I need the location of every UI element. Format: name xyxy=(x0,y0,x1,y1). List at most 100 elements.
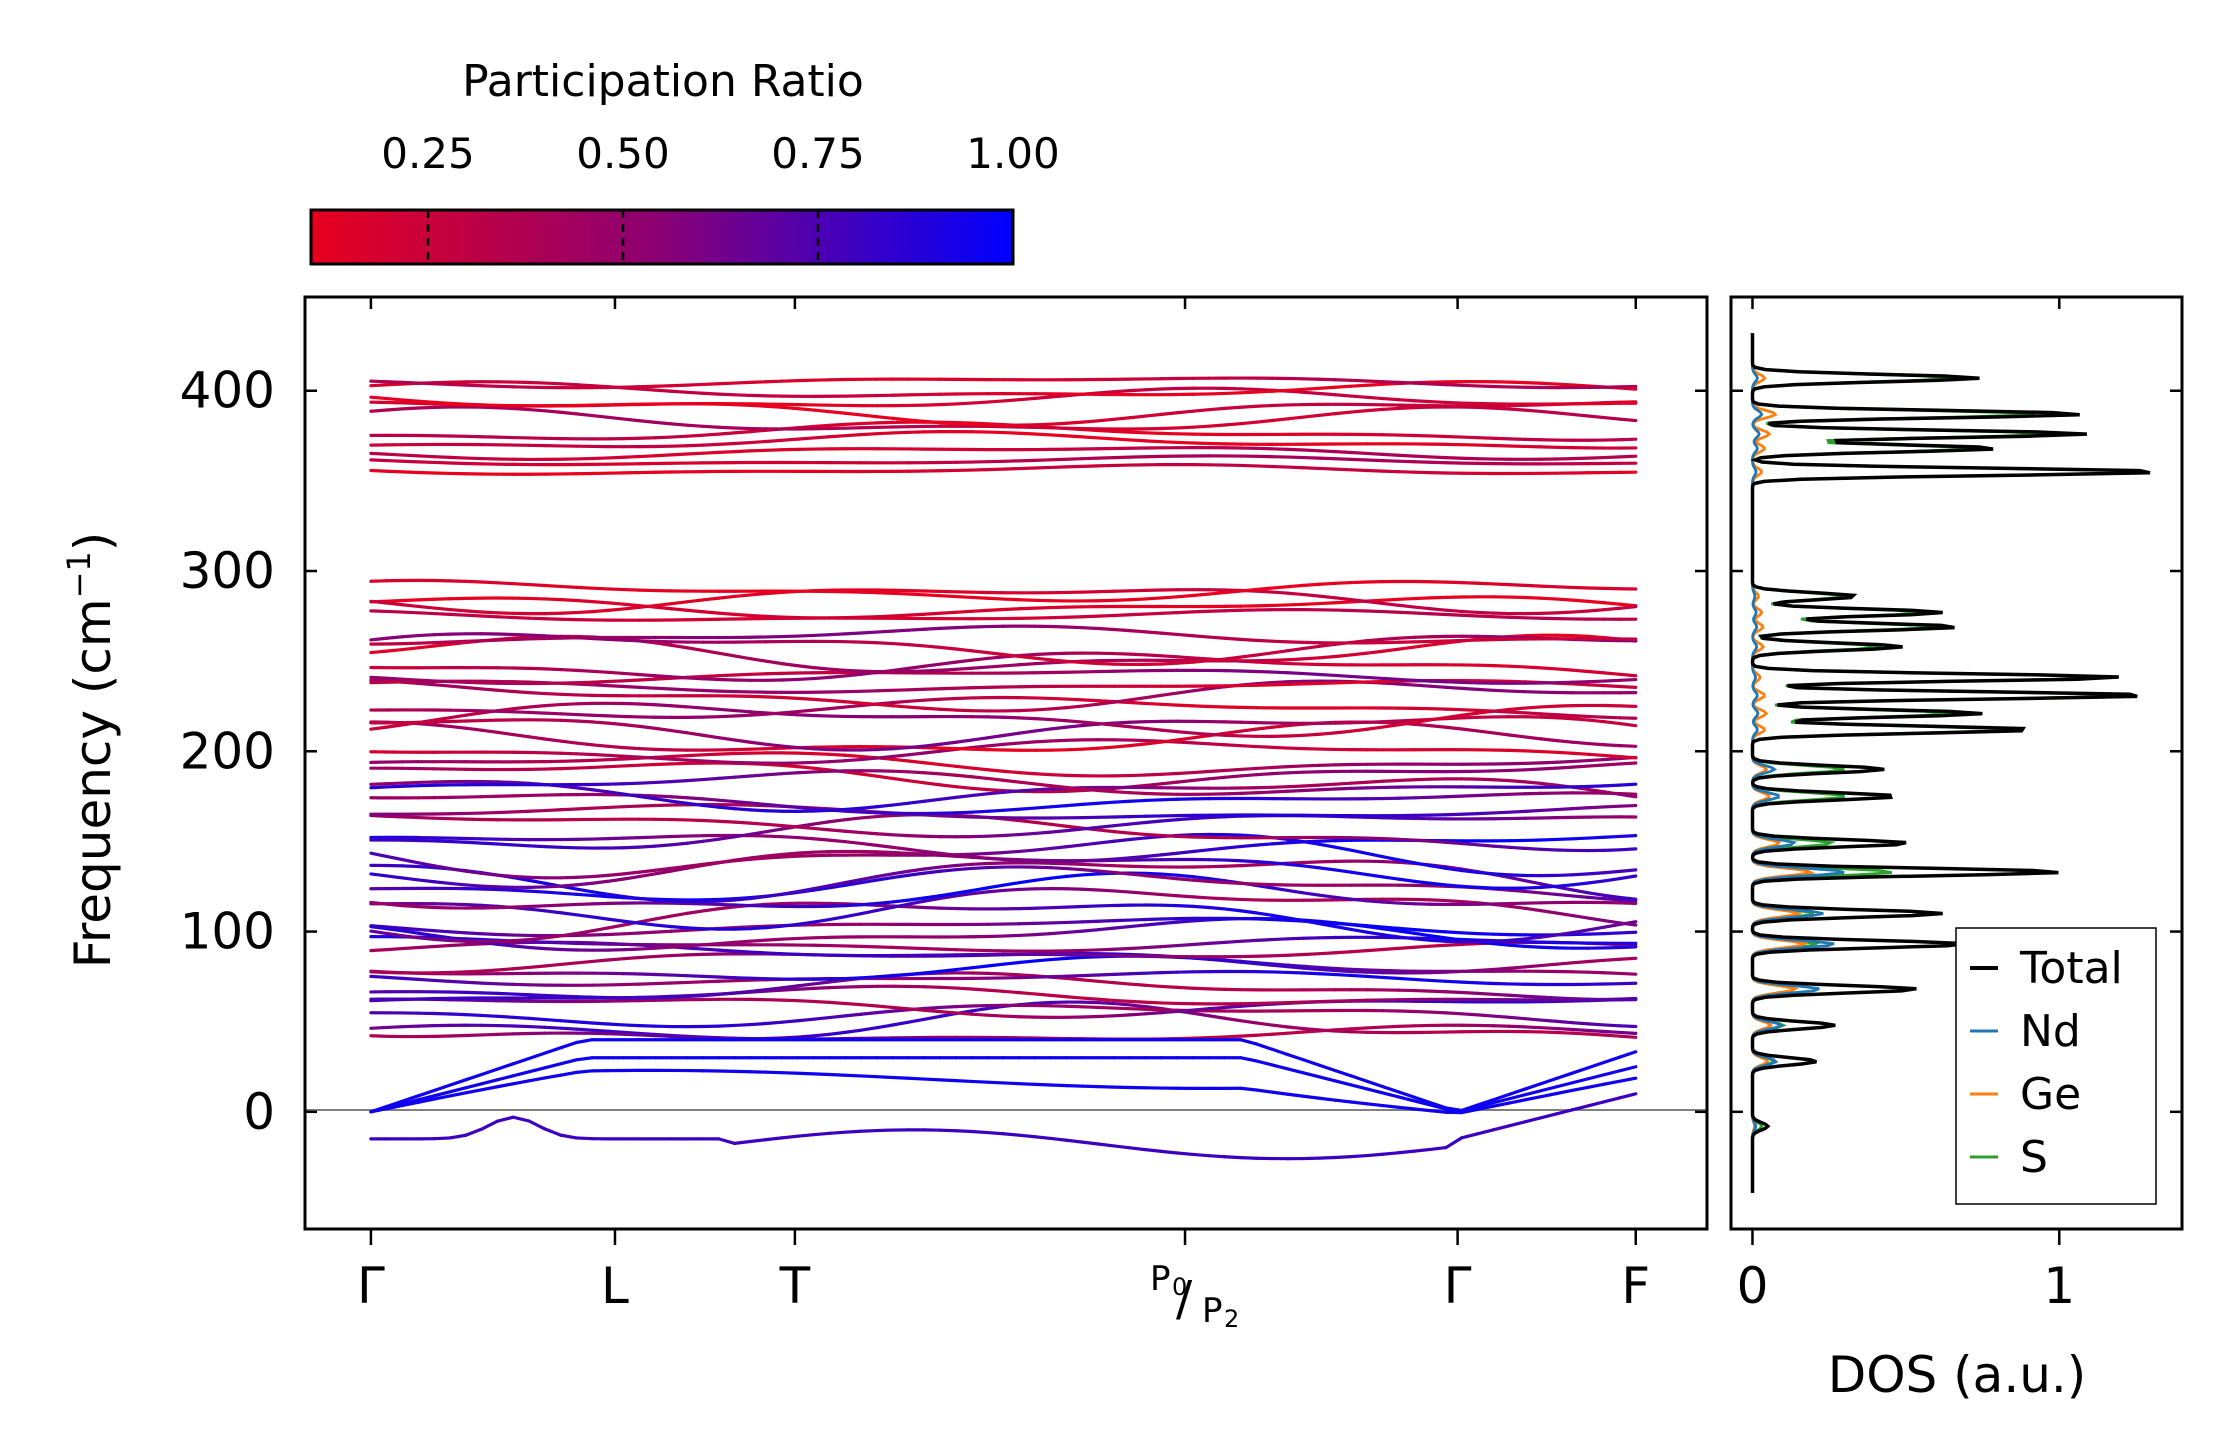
band-segment xyxy=(1207,704,1227,709)
band-segment xyxy=(1570,806,1590,811)
band-segment xyxy=(385,458,405,463)
band-segment xyxy=(385,676,405,681)
band-segment xyxy=(590,932,610,937)
band-segment xyxy=(1365,1102,1385,1108)
band-segment xyxy=(748,672,768,676)
band-segment xyxy=(1017,848,1037,854)
band-segment xyxy=(906,899,926,906)
band-segment xyxy=(1096,456,1116,460)
band-segment xyxy=(796,664,816,670)
band-segment xyxy=(1381,836,1401,841)
band-segment xyxy=(1254,862,1274,867)
band-segment xyxy=(1428,970,1448,975)
phonon-band-low xyxy=(369,916,1638,938)
band-segment xyxy=(1017,771,1037,776)
band-segment xyxy=(1396,610,1416,615)
band-segment xyxy=(606,455,626,460)
band-segment xyxy=(1412,861,1432,868)
band-segment xyxy=(1144,701,1164,706)
band-segment xyxy=(1112,856,1132,861)
band-segment xyxy=(748,773,768,778)
band-segment xyxy=(1317,922,1337,929)
band-segment xyxy=(780,1035,800,1040)
band-segment xyxy=(1507,965,1527,970)
band-segment xyxy=(400,815,420,820)
band-segment xyxy=(891,776,911,783)
band-segment xyxy=(1555,667,1575,672)
band-segment xyxy=(1238,909,1258,915)
band-segment xyxy=(495,615,515,620)
band-segment xyxy=(1333,450,1353,455)
band-segment xyxy=(732,593,752,599)
band-segment xyxy=(495,991,515,996)
band-segment xyxy=(748,657,768,663)
band-segment xyxy=(416,633,436,638)
band-segment xyxy=(1349,1074,1369,1083)
band-segment xyxy=(1460,931,1480,936)
band-segment xyxy=(1476,843,1496,848)
band-segment xyxy=(511,965,531,971)
band-segment xyxy=(1396,596,1416,601)
band-segment xyxy=(543,1062,563,1070)
band-segment xyxy=(432,978,452,983)
band-segment xyxy=(559,598,579,603)
band-segment xyxy=(796,407,816,412)
band-segment xyxy=(1555,996,1575,1001)
band-segment xyxy=(464,680,484,685)
band-segment xyxy=(1317,1155,1337,1160)
band-segment xyxy=(1254,765,1274,771)
band-segment xyxy=(1381,1103,1401,1109)
kpoint-label: Γ xyxy=(1444,1257,1472,1315)
band-segment xyxy=(1223,589,1243,595)
band-segment xyxy=(1159,780,1179,786)
band-segment xyxy=(1128,982,1148,987)
band-segment xyxy=(1207,609,1227,613)
band-segment xyxy=(717,381,737,386)
band-segment xyxy=(1523,705,1543,710)
band-segment xyxy=(606,744,626,750)
band-segment xyxy=(1586,752,1606,758)
band-segment xyxy=(1064,1084,1084,1088)
band-segment xyxy=(638,917,658,924)
band-segment xyxy=(1412,937,1432,942)
band-segment xyxy=(653,929,673,934)
band-segment xyxy=(1349,897,1369,903)
band-segment xyxy=(1033,717,1053,722)
band-segment xyxy=(970,656,990,662)
band-segment xyxy=(1365,675,1385,681)
band-segment xyxy=(780,984,800,990)
band-segment xyxy=(891,1005,911,1011)
band-segment xyxy=(1017,788,1037,793)
band-segment xyxy=(1001,849,1021,855)
band-segment xyxy=(638,419,658,424)
band-segment xyxy=(1191,731,1211,736)
band-segment xyxy=(1049,866,1069,871)
band-segment xyxy=(1523,1017,1543,1022)
band-segment xyxy=(1175,942,1195,948)
band-segment xyxy=(1238,938,1258,943)
band-segment xyxy=(1491,966,1511,972)
band-segment xyxy=(732,976,752,980)
band-segment xyxy=(1080,862,1100,867)
band-segment xyxy=(1159,426,1179,431)
band-segment xyxy=(843,912,863,919)
band-segment xyxy=(1586,916,1606,923)
band-segment xyxy=(1096,863,1116,868)
phonon-band-low xyxy=(369,997,1638,1019)
band-segment xyxy=(1096,839,1116,845)
band-segment xyxy=(985,988,1005,993)
band-segment xyxy=(1112,822,1132,828)
band-segment xyxy=(748,591,768,597)
band-segment xyxy=(400,453,420,458)
band-segment xyxy=(1064,704,1084,710)
band-segment xyxy=(938,740,958,746)
band-segment xyxy=(1223,959,1243,964)
band-segment xyxy=(701,941,721,947)
band-segment xyxy=(1523,1095,1543,1102)
band-segment xyxy=(732,978,752,983)
band-segment xyxy=(1349,969,1369,974)
band-segment xyxy=(495,1032,515,1036)
band-segment xyxy=(985,883,1005,890)
band-segment xyxy=(1302,1027,1322,1032)
band-segment xyxy=(1175,778,1195,784)
